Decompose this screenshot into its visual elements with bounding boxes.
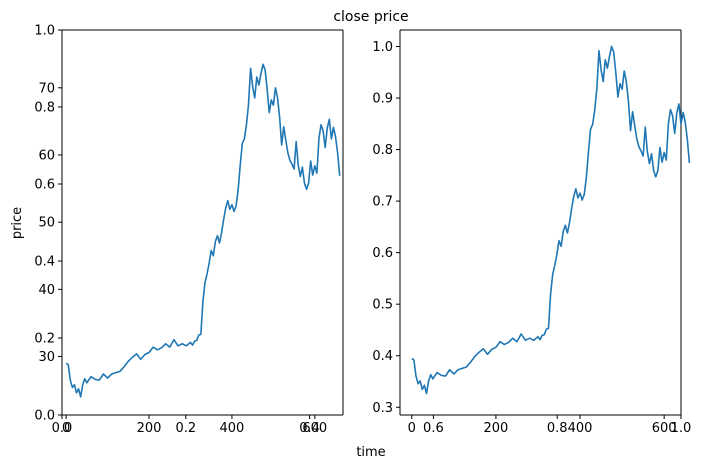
right-x-tick-label: 0	[408, 421, 416, 436]
right-y-tick-label: 0.3	[372, 401, 393, 416]
background-x-tick-label: 1.0	[671, 421, 692, 436]
right-y-tick-label: 1.0	[372, 40, 393, 55]
background-x-tick-label: 0.4	[299, 421, 320, 436]
right-y-tick-label: 0.6	[372, 246, 393, 261]
left-x-tick-label: 600	[302, 421, 327, 436]
right-price-line	[411, 45, 691, 395]
background-y-tick-label: 0.2	[34, 332, 55, 347]
background-y-tick-label: 0.6	[34, 178, 55, 193]
left-axes-ticks: 0 200 400 600 30 40 50 60 70	[38, 81, 327, 436]
right-y-tick-label: 0.9	[372, 92, 393, 107]
right-y-tick-label: 0.7	[372, 195, 393, 210]
background-axes-ticks: 0.0 0.2 0.4 0.6 0.8 1.0 0.0 0.2 0.4 0.6 0.8 1.0	[34, 24, 691, 437]
background-x-tick-label: 0.8	[547, 421, 568, 436]
left-x-tick-label: 200	[137, 421, 162, 436]
y-axis-title: price	[10, 207, 25, 239]
background-x-tick-label: 0.6	[423, 421, 444, 436]
right-y-tick-label: 0.5	[372, 298, 393, 313]
left-price-line	[65, 63, 341, 398]
chart-title: close price	[333, 9, 408, 25]
left-y-tick-label: 40	[38, 283, 55, 298]
background-y-tick-label: 0.8	[34, 101, 55, 116]
left-x-tick-label: 0	[62, 421, 70, 436]
left-x-tick-label: 400	[220, 421, 245, 436]
left-y-tick-label: 30	[38, 350, 55, 365]
left-y-tick-label: 50	[38, 216, 55, 231]
right-x-tick-label: 400	[568, 421, 593, 436]
right-axes: 0 200 400 600 0.3 0.4 0.5 0.6 0.7 0.8 0.9 1.0	[372, 29, 691, 436]
left-axes: 0 200 400 600 30 40 50 60 70	[38, 29, 344, 436]
right-y-tick-label: 0.8	[372, 143, 393, 158]
background-x-tick-label: 0.0	[52, 421, 73, 436]
background-y-tick-label: 0.0	[34, 409, 55, 424]
right-y-tick-label: 0.4	[372, 349, 393, 364]
left-y-tick-label: 70	[38, 81, 55, 96]
background-y-tick-label: 0.4	[34, 255, 55, 270]
background-x-tick-label: 0.2	[175, 421, 196, 436]
right-x-tick-label: 200	[483, 421, 508, 436]
left-y-tick-label: 60	[38, 148, 55, 163]
right-axes-ticks: 0 200 400 600 0.3 0.4 0.5 0.6 0.7 0.8 0.9 1.0	[372, 40, 676, 436]
background-y-tick-label: 1.0	[34, 24, 55, 39]
x-axis-title: time	[356, 445, 385, 460]
right-x-tick-label: 600	[652, 421, 677, 436]
